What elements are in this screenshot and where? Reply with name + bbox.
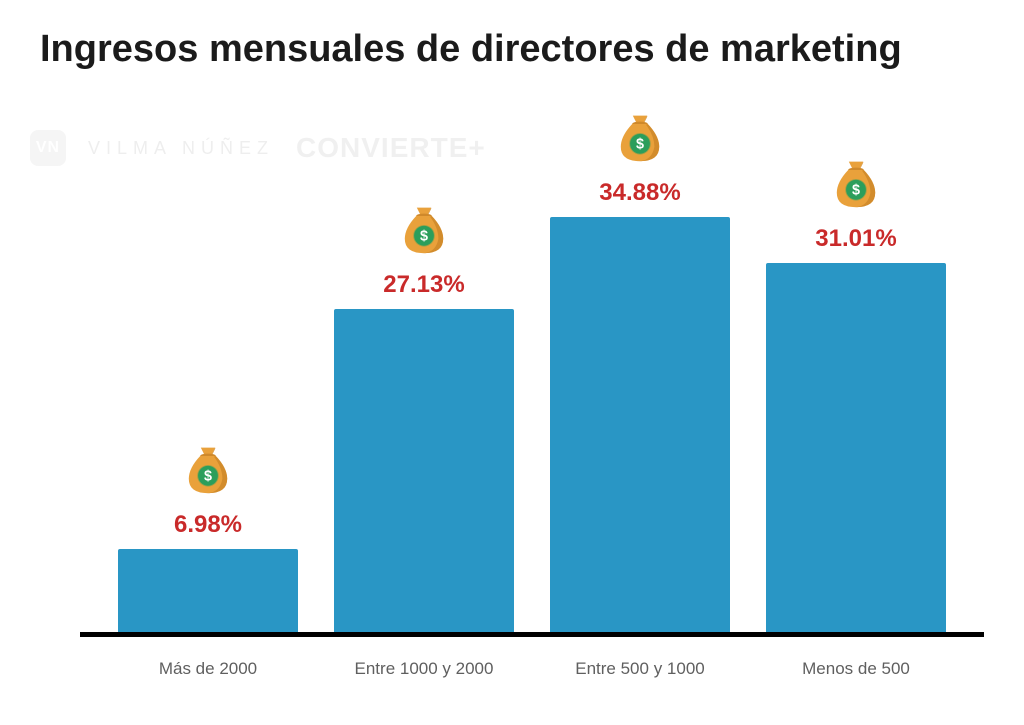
svg-text:$: $ (636, 137, 644, 153)
x-axis-label: Más de 2000 (108, 645, 308, 685)
bar-value-label: 6.98% (174, 511, 242, 539)
bar-icon-wrap: $ (610, 106, 670, 171)
bar-icon-wrap: $ (826, 152, 886, 217)
bar (118, 549, 298, 632)
bar-icon-wrap: $ (394, 198, 454, 263)
bars-row: $ 6.98% $ 27.13% $ 34.88% $ 31.01% (80, 140, 984, 632)
svg-text:$: $ (852, 183, 860, 199)
x-labels-row: Más de 2000 Entre 1000 y 2000 Entre 500 y … (80, 645, 984, 685)
x-axis-label: Entre 500 y 1000 (540, 645, 740, 685)
money-bag-icon: $ (610, 106, 670, 166)
x-axis (80, 632, 984, 637)
x-axis-label: Entre 1000 y 2000 (324, 645, 524, 685)
bar (550, 217, 730, 632)
watermark-badge: VN (30, 130, 66, 166)
bar-column: $ 6.98% (108, 438, 308, 632)
chart-container: Ingresos mensuales de directores de mark… (0, 0, 1024, 725)
bar-column: $ 27.13% (324, 198, 524, 632)
money-bag-icon: $ (178, 438, 238, 498)
bar-value-label: 27.13% (383, 271, 464, 299)
bar-value-label: 31.01% (815, 225, 896, 253)
bar-icon-wrap: $ (178, 438, 238, 503)
bar-value-label: 34.88% (599, 179, 680, 207)
chart-area: $ 6.98% $ 27.13% $ 34.88% $ 31.01% Más d… (80, 140, 984, 685)
money-bag-icon: $ (394, 198, 454, 258)
bar (334, 309, 514, 632)
bar-column: $ 31.01% (756, 152, 956, 632)
money-bag-icon: $ (826, 152, 886, 212)
svg-text:$: $ (204, 469, 212, 485)
chart-title: Ingresos mensuales de directores de mark… (40, 28, 984, 71)
x-axis-label: Menos de 500 (756, 645, 956, 685)
svg-text:$: $ (420, 229, 428, 245)
bar-column: $ 34.88% (540, 106, 740, 632)
bar (766, 263, 946, 632)
